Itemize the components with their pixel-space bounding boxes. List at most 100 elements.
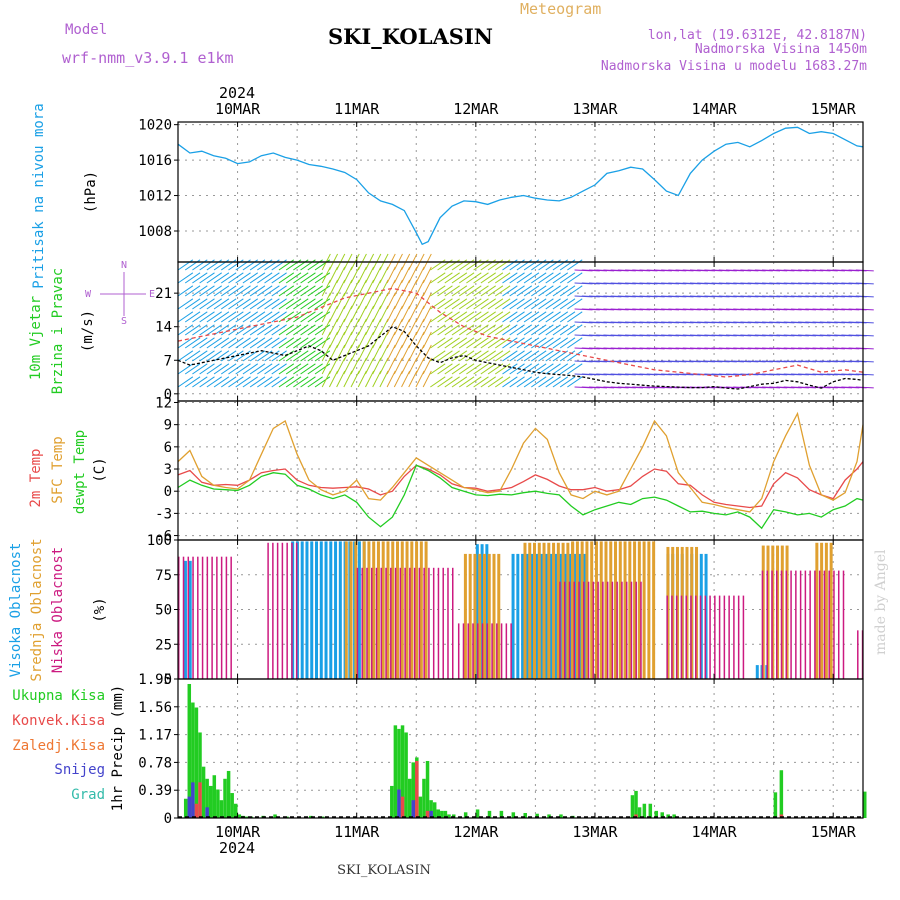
wind-barb — [336, 305, 346, 323]
cloud-bar — [523, 542, 527, 679]
wind-barb — [192, 272, 208, 284]
y-tick-label: 0 — [164, 387, 172, 403]
wind-barb — [855, 269, 874, 272]
wind-barb — [242, 272, 259, 284]
wind-barb — [415, 292, 425, 310]
cloud-bar — [580, 541, 584, 679]
compass-south: S — [121, 316, 127, 327]
cloud-bar — [771, 570, 773, 679]
cloud-bar — [818, 570, 821, 679]
wind-barb — [321, 370, 331, 388]
wind-barb — [430, 285, 446, 297]
wind-barb — [350, 279, 360, 297]
cloud-bar — [587, 581, 590, 679]
wind-barb — [408, 305, 418, 323]
cloud-bar — [478, 553, 482, 679]
cloud-bar — [640, 581, 642, 679]
wind-barb — [184, 311, 201, 323]
precip-bar — [201, 766, 206, 818]
top-day-label: 15MAR — [811, 100, 857, 118]
cloud-bar — [404, 567, 406, 679]
wind-barb — [300, 285, 316, 297]
cloud-bar — [635, 581, 637, 679]
wind-barb — [451, 298, 468, 310]
wind-barb — [357, 266, 367, 284]
cloud-bar — [680, 595, 683, 679]
cloud-title-mid: Srednja Oblacnost — [29, 538, 45, 681]
wind-barb — [228, 285, 244, 297]
wind-barb — [516, 324, 533, 336]
wind-barb — [386, 305, 396, 323]
wind-barb — [257, 272, 273, 284]
precip-bar — [511, 812, 516, 818]
wind-barb — [458, 376, 475, 388]
wind-barb — [401, 318, 411, 336]
precip-panel: 1.95 1.56 1.17 0.78 0.39 0 — [138, 672, 867, 827]
wind-barb — [451, 311, 468, 323]
wind-compass: N W E S — [85, 260, 155, 327]
wind-barb — [444, 272, 460, 284]
wind-barb — [249, 376, 266, 388]
wind-barb — [473, 363, 489, 375]
cloud-bar — [457, 623, 460, 679]
wind-barb — [307, 285, 323, 297]
wind-barb — [228, 259, 244, 271]
cloud-bar — [344, 541, 348, 679]
wind-barb — [494, 311, 511, 323]
wind-barb — [480, 285, 496, 297]
compass-north: N — [121, 260, 127, 271]
wind-barb — [516, 350, 533, 362]
precip-bar — [447, 814, 451, 818]
cloud-bar — [533, 542, 537, 679]
wind-barb — [314, 285, 331, 297]
wind-barb — [487, 259, 504, 271]
wind-barb — [408, 357, 418, 375]
precip-bar — [475, 809, 480, 818]
precip-bar — [400, 725, 405, 818]
cloud-bar — [535, 553, 539, 679]
wind-barb — [451, 350, 468, 362]
wind-barb — [192, 311, 208, 323]
wind-barb — [408, 279, 418, 297]
wind-barb — [545, 324, 561, 336]
cloud-bar — [338, 541, 342, 679]
wind-barb — [855, 282, 874, 285]
cloud-bar — [618, 541, 622, 679]
wind-barb — [494, 376, 511, 388]
wind-barb — [516, 337, 533, 349]
wind-barb — [365, 318, 375, 336]
top-day-label: 13MAR — [572, 100, 618, 118]
precip-bar — [219, 800, 224, 818]
wind-barb — [451, 259, 468, 271]
wind-barb — [192, 324, 208, 336]
wind-barb — [509, 311, 525, 323]
cloud-bar — [481, 623, 484, 679]
wind-barb — [430, 259, 446, 271]
wind-barb — [285, 285, 302, 297]
wind-barb — [177, 272, 194, 284]
wind-barb — [343, 279, 353, 297]
cloud-bar — [718, 595, 721, 679]
wind-barb — [264, 259, 280, 271]
precip-bar — [432, 802, 437, 818]
cloud-bar — [267, 542, 269, 679]
wind-barb — [458, 272, 475, 284]
wind-barb — [350, 370, 360, 388]
wind-barb — [567, 298, 583, 310]
wind-barb — [487, 298, 504, 310]
cloud-bar — [563, 581, 566, 679]
wind-barb — [567, 376, 583, 388]
cloud-bar — [623, 541, 627, 679]
wind-barb — [480, 350, 496, 362]
wind-barb — [357, 305, 367, 323]
wind-barb — [357, 279, 367, 297]
wind-barb — [307, 324, 323, 336]
precip-bar — [863, 791, 867, 818]
wind-barb — [545, 350, 561, 362]
wind-barb — [458, 337, 475, 349]
wind-barb — [271, 285, 287, 297]
wind-barb — [257, 298, 273, 310]
wind-barb — [220, 285, 237, 297]
cloud-bar — [500, 623, 503, 679]
cloud-bar — [723, 595, 726, 679]
